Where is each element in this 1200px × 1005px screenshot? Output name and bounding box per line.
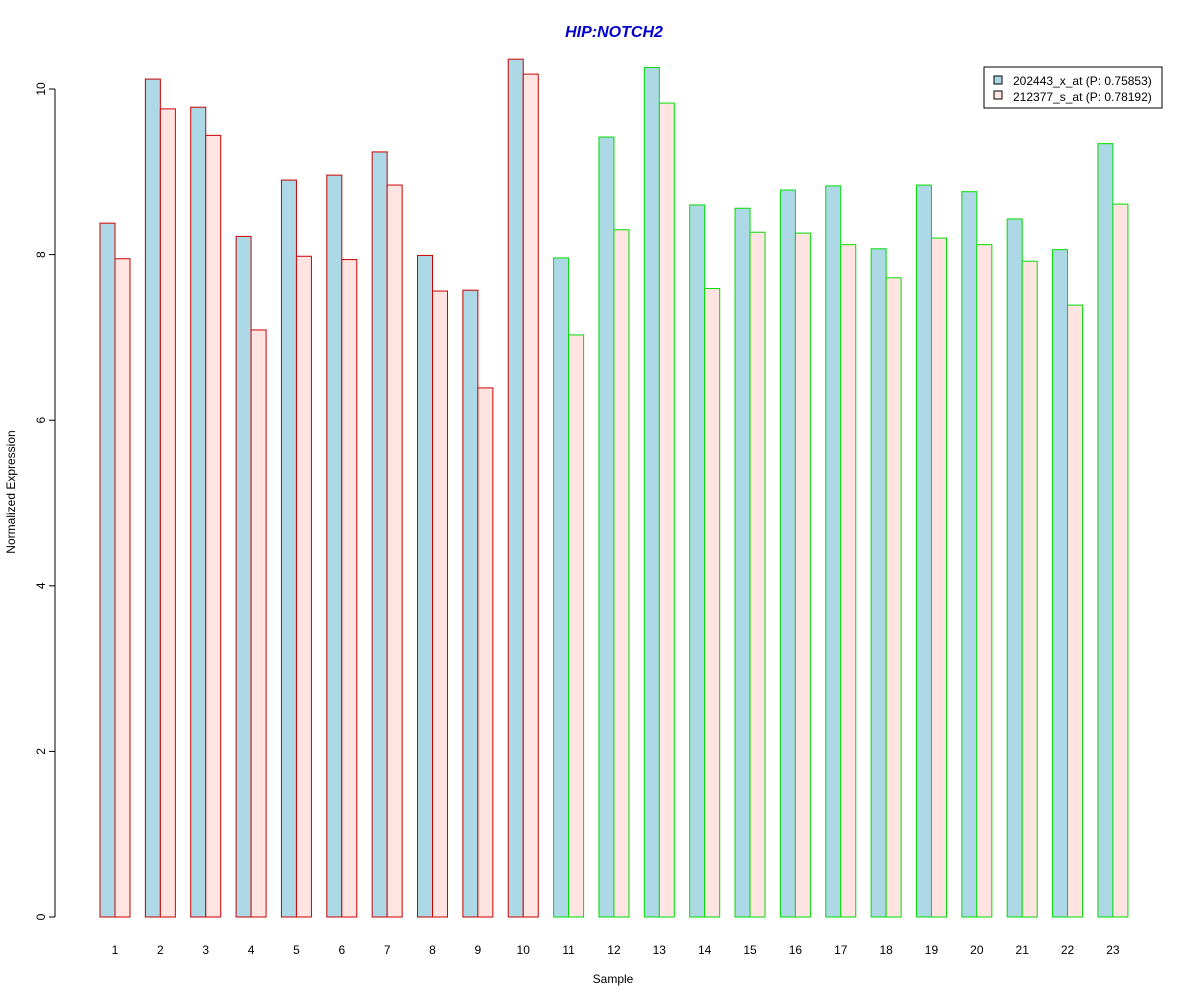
x-tick-label: 13: [653, 943, 667, 957]
bar-series-1-sample-7: [371, 151, 388, 918]
bar-series-1-sample-14: [689, 204, 706, 918]
bar-series-1-sample-10: [507, 58, 524, 918]
x-tick-label: 17: [834, 943, 848, 957]
x-tick-label: 23: [1106, 943, 1120, 957]
bar-series-1-sample-23: [1097, 143, 1114, 918]
bar-series-1-sample-1: [99, 222, 116, 918]
bar-series-2-sample-22: [1067, 304, 1084, 918]
x-tick-label: 21: [1016, 943, 1030, 957]
y-tick-label: 2: [34, 748, 48, 755]
bar-series-2-sample-19: [930, 237, 947, 918]
legend-swatch: [993, 75, 1003, 85]
bar-series-1-sample-5: [280, 179, 297, 918]
bar-series-1-sample-8: [417, 254, 434, 918]
y-tick-label: 4: [34, 582, 48, 589]
bar-series-2-sample-12: [613, 229, 630, 918]
bar-series-1-sample-12: [598, 136, 615, 918]
x-tick-label: 22: [1061, 943, 1075, 957]
y-tick-label: 0: [34, 913, 48, 920]
x-tick-label: 2: [157, 943, 164, 957]
x-tick-label: 1: [112, 943, 119, 957]
bar-series-2-sample-7: [386, 184, 403, 918]
bar-series-2-sample-1: [114, 258, 131, 918]
y-tick-label: 10: [34, 82, 48, 96]
y-axis-label: Normalized Expression: [4, 430, 18, 553]
bar-series-1-sample-19: [915, 184, 932, 918]
y-tick-label: 6: [34, 417, 48, 424]
x-tick-label: 18: [879, 943, 893, 957]
bar-series-1-sample-21: [1006, 218, 1023, 918]
bars-group: [99, 58, 1129, 918]
legend-box: [983, 66, 1163, 109]
bar-series-2-sample-23: [1112, 203, 1129, 918]
bar-series-2-sample-2: [159, 108, 176, 918]
x-tick-label: 6: [338, 943, 345, 957]
bar-series-2-sample-5: [295, 255, 312, 918]
bar-series-1-sample-3: [190, 106, 207, 918]
bar-series-1-sample-18: [870, 248, 887, 918]
bar-series-2-sample-20: [976, 244, 993, 918]
bar-series-2-sample-16: [794, 232, 811, 918]
x-tick-label: 15: [743, 943, 757, 957]
bar-series-2-sample-3: [205, 134, 222, 918]
bar-series-2-sample-14: [704, 288, 721, 918]
x-tick-label: 8: [429, 943, 436, 957]
bar-series-1-sample-17: [825, 185, 842, 918]
bar-series-2-sample-8: [432, 290, 449, 918]
x-tick-label: 4: [248, 943, 255, 957]
y-axis: 0 2 4 6 8 10: [34, 82, 56, 920]
bar-series-2-sample-9: [477, 387, 494, 918]
bar-series-2-sample-10: [522, 73, 539, 918]
bar-series-1-sample-2: [144, 78, 161, 918]
x-tick-label: 3: [202, 943, 209, 957]
bar-series-2-sample-18: [885, 277, 902, 918]
x-tick-label: 16: [789, 943, 803, 957]
bar-series-2-sample-6: [341, 259, 358, 918]
bar-series-1-sample-16: [779, 189, 796, 918]
bar-series-1-sample-13: [643, 66, 660, 918]
bar-series-1-sample-6: [326, 174, 343, 918]
legend: 202443_x_at (P: 0.75853) 212377_s_at (P:…: [983, 66, 1163, 109]
y-tick-label: 8: [34, 251, 48, 258]
bar-series-2-sample-4: [250, 329, 267, 918]
bar-series-2-sample-11: [568, 334, 585, 918]
bar-series-2-sample-15: [749, 231, 766, 918]
x-tick-label: 12: [607, 943, 621, 957]
bar-series-1-sample-22: [1052, 249, 1069, 918]
bar-series-1-sample-20: [961, 191, 978, 918]
bar-series-2-sample-21: [1021, 260, 1038, 918]
x-tick-label: 11: [562, 943, 575, 957]
x-tick-label: 10: [517, 943, 531, 957]
bar-series-1-sample-9: [462, 289, 479, 918]
x-tick-label: 14: [698, 943, 712, 957]
bar-series-2-sample-17: [840, 244, 857, 918]
x-tick-label: 19: [925, 943, 939, 957]
legend-swatch: [993, 90, 1003, 100]
x-tick-label: 20: [970, 943, 984, 957]
legend-entry-label: 212377_s_at (P: 0.78192): [1013, 90, 1152, 104]
bar-series-1-sample-11: [553, 257, 570, 918]
x-tick-label: 9: [475, 943, 482, 957]
x-axis-label: Sample: [593, 972, 634, 986]
x-tick-label: 7: [384, 943, 391, 957]
bar-series-1-sample-15: [734, 207, 751, 918]
bar-series-2-sample-13: [658, 102, 675, 918]
x-tick-labels: 1 2 3 4 5 6 7 8 9 10 11 12 13 14 15 16 17 18 19 20 21 22 23: [112, 943, 1120, 957]
x-tick-label: 5: [293, 943, 300, 957]
legend-entry-label: 202443_x_at (P: 0.75853): [1013, 74, 1152, 88]
bar-series-1-sample-4: [235, 235, 252, 918]
chart-title: HIP:NOTCH2: [565, 24, 663, 41]
